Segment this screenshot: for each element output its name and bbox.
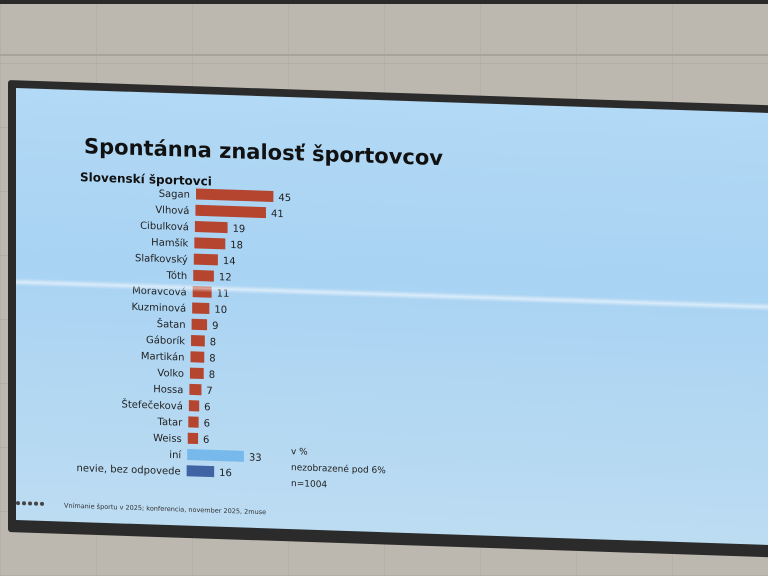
category-label: Kuzminová (131, 301, 186, 315)
category-label: Tóth (165, 269, 187, 282)
value-label: 8 (210, 337, 216, 348)
value-label: 8 (209, 353, 215, 364)
value-label: 11 (217, 288, 230, 299)
value-label: 10 (214, 305, 227, 316)
unit-note: v % (291, 447, 308, 458)
value-label: 41 (271, 209, 284, 220)
value-label: 19 (233, 224, 246, 235)
value-label: 16 (219, 468, 232, 479)
category-label: Moravcová (132, 285, 187, 299)
pointer-icon[interactable] (22, 501, 26, 506)
bar (188, 400, 200, 412)
bar (192, 302, 210, 315)
bar (194, 237, 226, 250)
bar-chart: Sagan 45 Vlhová 41 Cibulková 19 Hamšík 18 Slafko… (77, 188, 291, 479)
category-label: Hamšík (151, 236, 188, 249)
sample-size-note: n=1004 (291, 479, 328, 491)
category-label: Weiss (153, 433, 182, 445)
category-label: Cibulková (140, 220, 189, 234)
bar (187, 448, 244, 462)
wall-seam (0, 54, 768, 56)
bar (190, 351, 205, 363)
bar (191, 335, 205, 347)
bar (193, 253, 218, 266)
value-label: 6 (204, 402, 210, 413)
value-label: 8 (209, 370, 215, 381)
bar (193, 269, 214, 282)
zoom-icon[interactable] (28, 501, 32, 506)
value-label: 6 (203, 435, 209, 446)
value-label: 18 (230, 240, 243, 251)
value-label: 6 (204, 418, 210, 429)
category-label: Volko (157, 368, 184, 380)
category-label: iní (169, 449, 182, 461)
category-label: Vlhová (155, 204, 189, 217)
category-label: Šatan (157, 317, 186, 331)
bar (189, 383, 202, 396)
category-label: Slafkovský (135, 252, 188, 266)
bar (195, 204, 266, 219)
value-label: 9 (212, 321, 218, 332)
presentation-slide: Spontánna znalosť športovcov Slovenskí š… (16, 88, 768, 546)
bar (187, 432, 199, 445)
value-label: 45 (278, 193, 291, 204)
category-label: nevie, bez odpovede (77, 463, 181, 477)
category-label: Tatar (157, 417, 184, 429)
category-label: Štefečeková (122, 397, 183, 412)
category-label: Gáborík (146, 334, 185, 347)
bar (196, 188, 274, 203)
value-label: 7 (206, 386, 212, 397)
category-label: Martikán (141, 350, 185, 363)
value-label: 33 (249, 453, 262, 464)
bar (192, 286, 212, 298)
pen-icon[interactable] (16, 501, 20, 506)
options-icon[interactable] (40, 501, 44, 506)
bar (191, 318, 208, 331)
category-label: Hossa (153, 384, 183, 396)
category-label: Sagan (159, 189, 190, 201)
value-label: 14 (223, 256, 236, 267)
bar (188, 416, 199, 428)
bar (189, 367, 204, 380)
grid-icon[interactable] (34, 501, 38, 506)
value-label: 12 (219, 272, 232, 283)
bar (186, 465, 215, 478)
ceiling-edge (0, 0, 768, 4)
bar (194, 221, 228, 234)
